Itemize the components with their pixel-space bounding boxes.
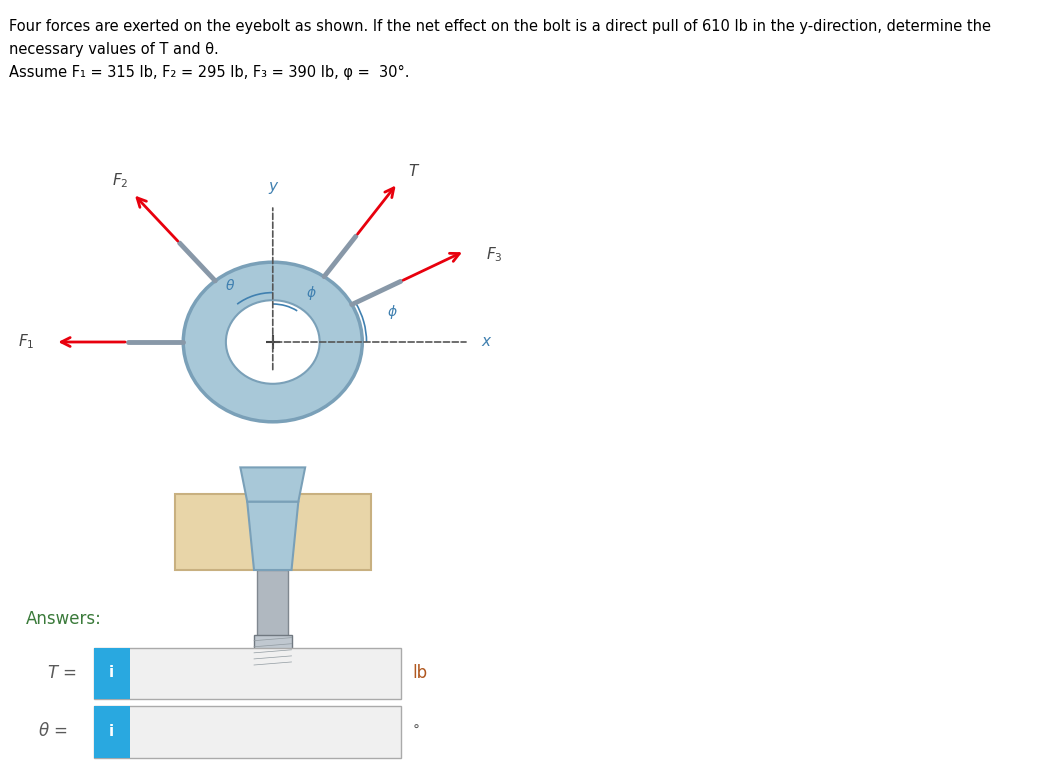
FancyBboxPatch shape xyxy=(93,706,130,758)
Text: necessary values of T and θ.: necessary values of T and θ. xyxy=(8,42,218,57)
Text: $T$: $T$ xyxy=(408,163,420,179)
Text: i: i xyxy=(109,724,114,739)
Text: x: x xyxy=(482,334,491,350)
Text: y: y xyxy=(268,179,277,194)
Circle shape xyxy=(184,262,362,422)
Text: $\phi$: $\phi$ xyxy=(387,302,398,321)
Text: Assume F₁ = 315 lb, F₂ = 295 lb, F₃ = 390 lb, φ =  30°.: Assume F₁ = 315 lb, F₂ = 295 lb, F₃ = 39… xyxy=(8,65,409,80)
Bar xyxy=(254,635,292,669)
Text: $\theta$ =: $\theta$ = xyxy=(38,722,67,740)
Text: °: ° xyxy=(412,724,419,738)
Text: $F_2$: $F_2$ xyxy=(112,171,129,190)
Bar xyxy=(174,494,371,570)
Text: $F_1$: $F_1$ xyxy=(18,333,34,351)
Text: $\phi$: $\phi$ xyxy=(306,283,317,302)
Text: $T$ =: $T$ = xyxy=(47,663,77,682)
Bar xyxy=(257,570,289,638)
Text: i: i xyxy=(109,665,114,680)
Text: Answers:: Answers: xyxy=(26,610,102,629)
Text: lb: lb xyxy=(412,663,428,682)
Polygon shape xyxy=(247,502,298,570)
Polygon shape xyxy=(241,467,305,502)
FancyBboxPatch shape xyxy=(93,648,401,699)
Text: Four forces are exerted on the eyebolt as shown. If the net effect on the bolt i: Four forces are exerted on the eyebolt a… xyxy=(8,19,990,34)
FancyBboxPatch shape xyxy=(93,706,401,758)
Text: $F_3$: $F_3$ xyxy=(486,245,502,264)
Text: $\theta$: $\theta$ xyxy=(225,277,236,293)
FancyBboxPatch shape xyxy=(93,648,130,699)
Circle shape xyxy=(226,300,320,384)
